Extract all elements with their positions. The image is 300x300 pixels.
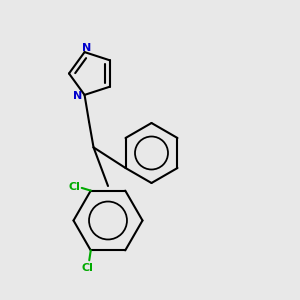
Text: Cl: Cl	[68, 182, 80, 192]
Text: Cl: Cl	[82, 263, 94, 273]
Text: N: N	[73, 92, 83, 101]
Text: N: N	[82, 43, 92, 52]
